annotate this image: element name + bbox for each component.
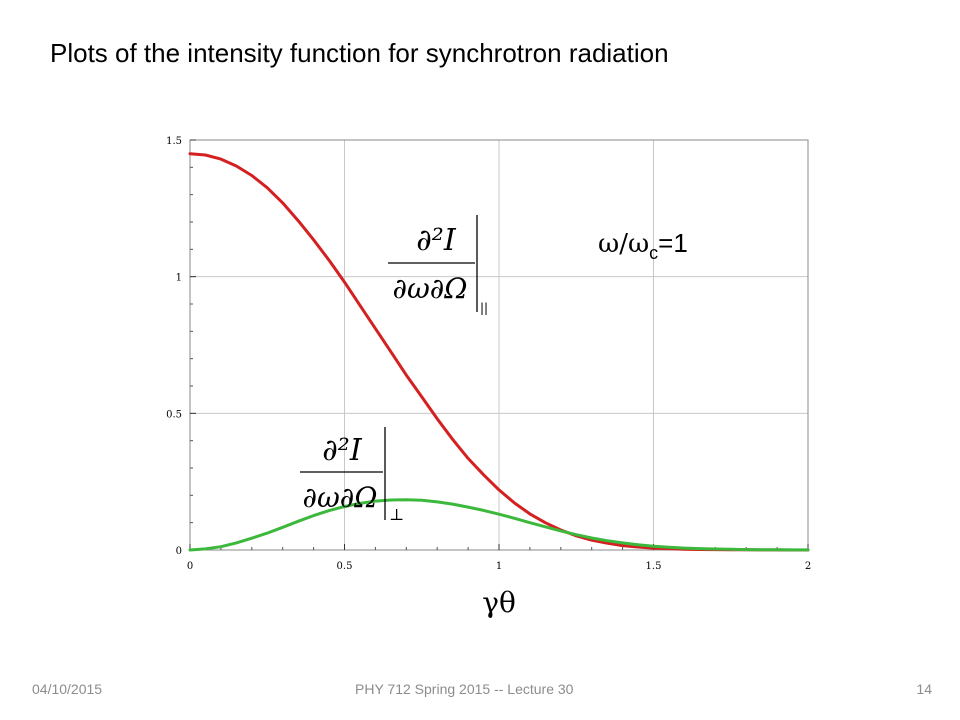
- perp-intensity-line: [188, 498, 810, 552]
- ratio-equals-one: =1: [658, 228, 688, 258]
- y-tick-label: 0.5: [166, 409, 182, 420]
- footer-course: PHY 712 Spring 2015 -- Lecture 30: [355, 681, 574, 697]
- perp-numerator: ∂²I: [322, 433, 363, 468]
- perp-subscript: ⊥: [389, 505, 404, 524]
- omega-c-subscript: c: [649, 243, 658, 263]
- x-tick-label: 1.5: [646, 561, 662, 572]
- parallel-subscript: ||: [480, 301, 488, 315]
- parallel-label: ∂²I ∂ω∂Ω ||: [388, 215, 488, 315]
- y-tick-label: 1.5: [166, 136, 182, 147]
- axis-ticks: 0 0.5 1 1.5 2 0 0.5 1 1.5: [166, 136, 811, 572]
- slide-title: Plots of the intensity function for sync…: [50, 38, 669, 68]
- omega-symbol: ω: [598, 229, 619, 259]
- x-tick-label: 1: [496, 561, 502, 572]
- ratio-annotation: ω/ωc=1: [598, 228, 688, 263]
- y-tick-label: 0: [176, 546, 182, 557]
- chart-series: [188, 152, 810, 552]
- footer-date: 04/10/2015: [32, 681, 103, 697]
- x-tick-label: 0: [187, 561, 193, 572]
- slash-symbol: /: [619, 229, 628, 259]
- perp-denominator: ∂ω∂Ω: [302, 481, 377, 514]
- chart-grid: [190, 140, 808, 550]
- parallel-numerator: ∂²I: [416, 223, 457, 258]
- x-axis-label: γθ: [482, 586, 516, 619]
- footer-page-number: 14: [916, 681, 932, 697]
- parallel-denominator: ∂ω∂Ω: [392, 272, 467, 305]
- omega-c-symbol: ω: [628, 229, 649, 259]
- x-tick-label: 0.5: [337, 561, 353, 572]
- x-tick-label: 2: [805, 561, 811, 572]
- y-tick-label: 1: [176, 273, 182, 284]
- perp-label: ∂²I ∂ω∂Ω ⊥: [300, 427, 404, 524]
